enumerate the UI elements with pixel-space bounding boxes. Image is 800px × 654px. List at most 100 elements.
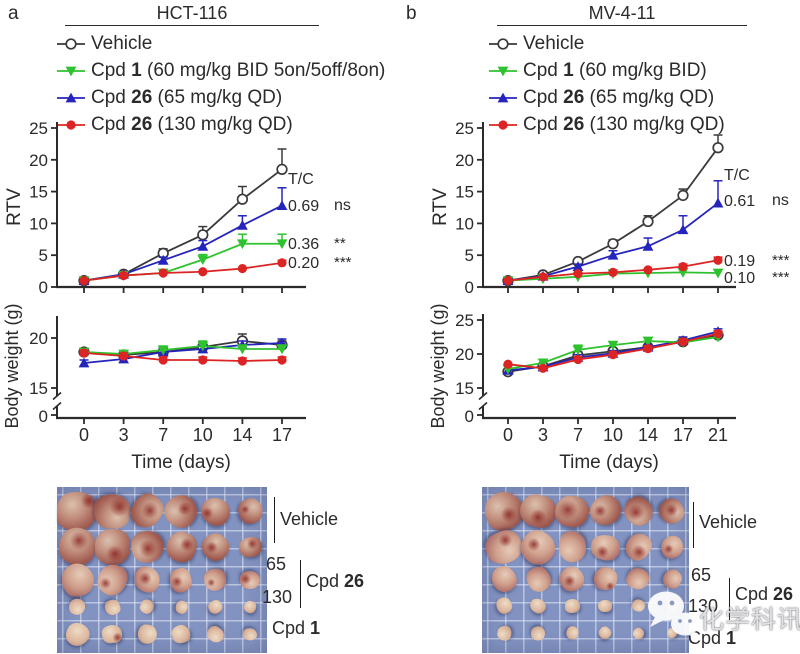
tumor-sample (162, 528, 200, 566)
svg-text:5: 5 (465, 246, 474, 265)
tumor-dark-patch (177, 535, 196, 555)
legend-item-(60: Cpd 1 (60 mg/kg BID) (488, 60, 707, 82)
svg-text:15: 15 (29, 183, 48, 202)
photo-b-cpd26-label: Cpd 26 (735, 585, 793, 604)
tumor-sample (93, 493, 131, 529)
svg-text:3: 3 (119, 425, 129, 445)
legend-item-label: Cpd 26 (130 mg/kg QD) (91, 114, 293, 135)
tumor-dark-patch (207, 578, 216, 587)
legend-item-(130: Cpd 26 (130 mg/kg QD) (56, 114, 293, 136)
tumor-sample (168, 565, 194, 594)
svg-text:3: 3 (538, 425, 548, 445)
tumor-photo-a (53, 487, 267, 653)
svg-text:**: ** (334, 235, 346, 252)
tumor-sample (495, 624, 513, 642)
tumor-photo-b (479, 486, 690, 653)
tumor-sample (618, 491, 658, 531)
svg-text:0: 0 (503, 425, 513, 445)
legend-item-(65: Cpd 26 (65 mg/kg QD) (56, 87, 282, 109)
tumor-sample (659, 566, 685, 592)
tumor-sample (514, 523, 562, 571)
triangle-up-legend-icon (489, 92, 517, 103)
svg-text:***: *** (772, 269, 790, 286)
tumor-dark-patch (556, 497, 579, 521)
vehicle-bracket-b (693, 502, 694, 548)
rtv-chart-b: 0 5 10 15 20 25 RTV T/C 0.61 ns 0.19 *** 0.10 *** (430, 119, 790, 297)
tumor-sample (493, 595, 515, 617)
svg-text:0: 0 (465, 278, 474, 297)
triangle-up-legend-icon (57, 92, 85, 103)
circle-open-legend-icon (57, 38, 85, 50)
svg-text:14: 14 (638, 425, 658, 445)
panel-a-title: HCT-116 (156, 3, 228, 23)
svg-text:20: 20 (29, 151, 48, 170)
circle-legend-icon (489, 120, 517, 130)
svg-text:0.10: 0.10 (724, 270, 755, 287)
tumor-dark-patch (527, 507, 548, 528)
tumor-dark-patch (198, 504, 215, 521)
tumor-sample (136, 622, 158, 646)
tumor-sample (203, 622, 227, 646)
tumor-dark-patch (239, 572, 252, 585)
tumor-dark-patch (65, 528, 91, 554)
tumor-dark-patch (96, 574, 113, 591)
rtv-chart-a: 0 5 10 15 20 25 RTV T/C 0.69 ns 0.36 ** 0.20 *** (4, 119, 352, 297)
svg-text:10: 10 (603, 425, 623, 445)
tumor-sample (239, 570, 261, 590)
svg-text:RTV: RTV (430, 188, 451, 226)
tumor-dark-patch (604, 581, 615, 592)
tumor-dark-patch (497, 503, 520, 526)
tumor-sample (591, 565, 619, 593)
cpd26-prefix: Cpd (735, 584, 774, 604)
bodyweight-chart-b: 15 20 25 0 0 3 7 10 14 17 21 Time (days) Body weight… (428, 303, 736, 473)
tumor-dark-patch (561, 572, 578, 590)
svg-text:T/C: T/C (288, 171, 314, 188)
tumor-sample (630, 599, 646, 613)
tumor-sample (486, 561, 522, 597)
circle-legend-icon (57, 120, 85, 130)
svg-text:Body weight (g): Body weight (g) (428, 303, 448, 428)
cpd1-prefix: Cpd (272, 618, 311, 638)
svg-text:20: 20 (455, 345, 474, 364)
svg-text:25: 25 (455, 119, 474, 138)
panel-b-title: MV-4-11 (588, 3, 656, 23)
svg-text:0.69: 0.69 (288, 198, 319, 215)
photo-a-dose-65-label: 65 (266, 554, 287, 574)
photo-b-cpd1-label: Cpd 1 (688, 629, 736, 648)
tumor-sample (138, 597, 156, 617)
svg-text:Time (days): Time (days) (131, 452, 231, 473)
tumor-sample (100, 623, 124, 645)
photo-a-cpd26-label: Cpd 26 (306, 572, 364, 591)
tumor-sample (54, 557, 100, 603)
tumor-sample (553, 493, 591, 529)
tumor-sample (654, 493, 690, 529)
svg-text:5: 5 (39, 246, 48, 265)
legend-item-vehicle: Vehicle (488, 33, 584, 55)
tumor-sample (92, 560, 132, 600)
tumor-sample (584, 491, 626, 531)
tumor-sample (587, 531, 623, 563)
svg-text:ns: ns (334, 197, 351, 214)
tumor-sample (234, 495, 266, 528)
bodyweight-chart-a: 15 20 0 0 3 7 10 14 17 Time (days) Body weight (g) (2, 303, 306, 473)
svg-text:0.36: 0.36 (288, 236, 319, 253)
tumor-dark-patch (593, 543, 610, 560)
tumor-dark-patch (138, 498, 163, 523)
svg-text:25: 25 (455, 311, 474, 330)
tumor-sample (530, 625, 546, 641)
tumor-sample (195, 492, 235, 530)
tumor-dark-patch (590, 502, 608, 520)
tumor-sample (205, 597, 225, 617)
svg-text:0.61: 0.61 (724, 193, 755, 210)
vehicle-bracket-a (274, 497, 275, 543)
svg-text:10: 10 (193, 425, 213, 445)
cpd1-number: 1 (310, 618, 321, 638)
tumor-dark-patch (523, 534, 544, 554)
tumor-sample (242, 627, 258, 641)
photo-b-vehicle-label: Vehicle (699, 512, 758, 532)
tumor-sample (67, 597, 87, 617)
photo-b-dose-130-label: 130 (688, 596, 719, 616)
panel-b-title-rule (497, 25, 747, 26)
tumor-dark-patch (662, 500, 681, 519)
tumor-dark-patch (662, 542, 675, 555)
